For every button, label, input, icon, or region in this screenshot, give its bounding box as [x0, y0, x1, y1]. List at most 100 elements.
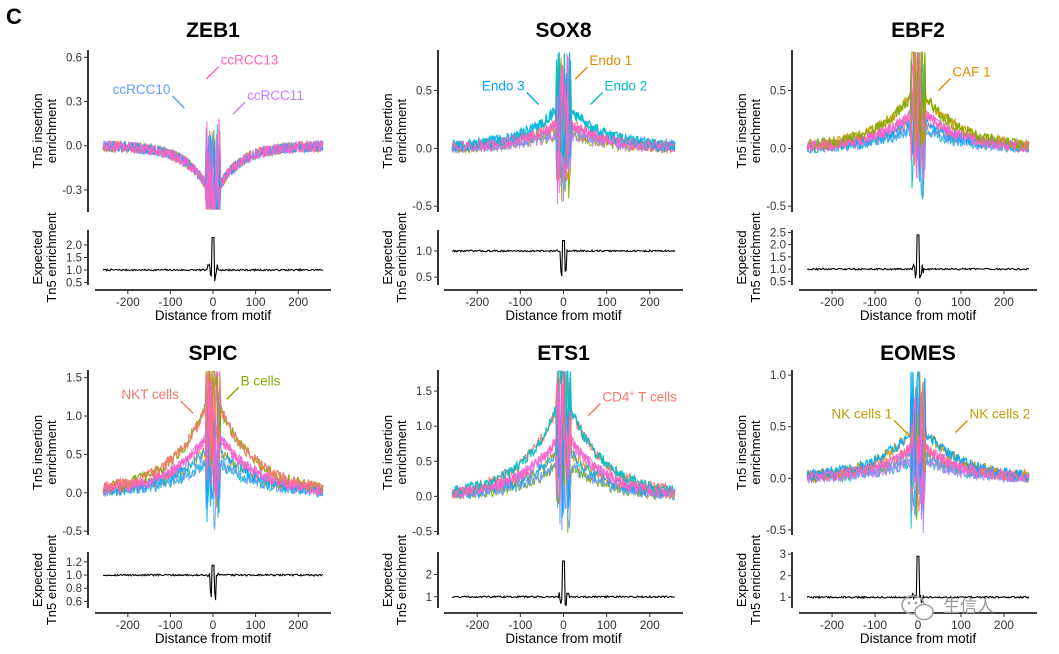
xtick-label: -200: [116, 618, 140, 632]
bottom-ytick-label: 1.2: [66, 557, 82, 569]
bottom-ytick-label: 0.6: [66, 596, 82, 608]
annotation-label: NK cells 1: [831, 406, 892, 421]
annotation-label: ccRCC10: [113, 82, 171, 97]
annotation-label: Endo 1: [589, 53, 632, 68]
annotation-leader: [574, 66, 588, 80]
top-y-axis-label: Tn5 insertionenrichment: [734, 93, 763, 168]
top-y-axis-label-line: Tn5 insertion: [380, 415, 395, 490]
xtick-label: -100: [158, 295, 182, 309]
bottom-ytick-label: 2.0: [66, 240, 82, 252]
xtick-label: -200: [116, 295, 140, 309]
xtick-label: 0: [210, 295, 217, 309]
bottom-ytick-label: 2: [426, 569, 432, 581]
top-y-axis-label-line: enrichment: [748, 98, 763, 163]
bottom-y-axis-label-line: Expected: [30, 230, 45, 284]
annotation-label: Endo 2: [604, 79, 647, 94]
top-series-group: [806, 51, 1030, 201]
bottom-ytick-label: 0.5: [770, 276, 786, 288]
annotation-leader: [226, 386, 240, 400]
bottom-y-axis-label-line: Tn5 enrichment: [748, 212, 763, 303]
xtick-label: -100: [863, 295, 887, 309]
xtick-label: -200: [820, 295, 844, 309]
chart-sox8: SOX8 -0.5 0.0 0.5 0.5 1.0 -200 -100 0 100 200 Dista…: [380, 19, 683, 323]
top-ytick-label: -0.3: [62, 185, 82, 197]
top-ytick-label: 1.0: [66, 411, 82, 423]
annotation-leader: [171, 95, 185, 109]
annotation-label: CAF 1: [952, 65, 990, 80]
top-ytick-label: 1.0: [770, 370, 786, 382]
bottom-y-axis-label: ExpectedTn5 enrichment: [734, 212, 763, 303]
chart-ets1: ETS1 -0.5 0.0 0.5 1.0 1.5 1 2 -200 -100 0 100 200 Dis…: [380, 342, 683, 646]
chart-title: SOX8: [535, 19, 591, 42]
bottom-y-axis-label: ExpectedTn5 enrichment: [380, 534, 409, 625]
chart-title: EOMES: [880, 342, 956, 365]
expected-enrichment-line: [806, 234, 1030, 279]
bottom-ytick-label: 1.5: [770, 252, 786, 264]
series-line: [451, 94, 676, 205]
top-y-axis-label-line: Tn5 insertion: [734, 93, 749, 168]
series-line: [806, 52, 1030, 179]
annotation-text: ccRCC10: [113, 82, 171, 97]
xtick-label: -200: [820, 618, 844, 632]
bottom-y-axis-label: ExpectedTn5 enrichment: [30, 534, 59, 625]
chart-title: EBF2: [891, 19, 945, 42]
panel-grid: ZEB1-0.30.00.30.60.51.01.52.0-200 -100 0 10…: [30, 19, 1037, 646]
bottom-y-axis-label-line: Expected: [734, 553, 749, 607]
bottom-ytick-label: 1.0: [66, 570, 82, 582]
bottom-ytick-label: 0.5: [416, 272, 432, 284]
top-ytick-label: 0.0: [66, 141, 82, 153]
top-ytick-label: -0.5: [62, 526, 82, 538]
annotation-leader: [206, 66, 220, 80]
bottom-y-axis-label-line: Expected: [30, 553, 45, 607]
x-axis-label: Distance from motif: [505, 631, 622, 646]
xtick-label: 100: [951, 295, 971, 309]
bottom-y-axis-label-line: Tn5 enrichment: [748, 534, 763, 625]
chart-spic: SPIC-0.50.00.51.01.50.60.81.01.2-200 -100…: [30, 342, 331, 646]
annotation-label: ccRCC13: [221, 53, 279, 68]
bottom-ytick-label: 1.5: [66, 253, 82, 265]
top-y-axis-label-line: Tn5 insertion: [734, 415, 749, 490]
x-axis-label: Distance from motif: [860, 308, 977, 323]
xtick-label: 200: [640, 295, 660, 309]
annotation-text: CAF 1: [952, 65, 990, 80]
top-series-group: [102, 370, 324, 530]
top-ytick-label: 0.5: [416, 86, 432, 98]
xtick-label: 200: [994, 295, 1014, 309]
bottom-y-axis-label: ExpectedTn5 enrichment: [734, 534, 763, 625]
chart-eomes: EOMES -0.5 0.0 0.5 1.0 1 2 3 -200 -100 0 100 200 Dist…: [734, 342, 1037, 646]
expected-enrichment-line: [452, 560, 675, 607]
bottom-ytick-label: 1.0: [66, 265, 82, 277]
top-ytick-label: -0.5: [412, 526, 432, 538]
top-y-axis-label: Tn5 insertionenrichment: [30, 93, 59, 168]
top-ytick-label: 0.0: [770, 143, 786, 155]
top-ytick-label: 0.0: [66, 488, 82, 500]
x-axis-label: Distance from motif: [155, 631, 272, 646]
top-y-axis-label: Tn5 insertionenrichment: [30, 415, 59, 490]
bottom-y-axis-label-line: Tn5 enrichment: [44, 534, 59, 625]
bottom-ytick-label: 3: [780, 549, 786, 561]
top-y-axis-label: Tn5 insertionenrichment: [380, 93, 409, 168]
top-series-group: [102, 118, 324, 210]
annotation-label: Endo 3: [482, 79, 525, 94]
xtick-label: -200: [465, 295, 489, 309]
bottom-y-axis-label: ExpectedTn5 enrichment: [380, 212, 409, 303]
annotation-text: CD4: [602, 390, 629, 405]
expected-enrichment-line: [451, 239, 676, 277]
top-ytick-label: 1.5: [66, 373, 82, 385]
bottom-y-axis-label-line: Tn5 enrichment: [44, 212, 59, 303]
xtick-label: 0: [915, 295, 922, 309]
bottom-ytick-label: 1.0: [416, 246, 432, 258]
series-line: [806, 371, 1030, 486]
chart-zeb1: ZEB1 -0.3 0.0 0.3 0.6 0.51.01.52.0 -200 -100 0 10…: [30, 19, 331, 323]
bottom-ytick-label: 1.0: [770, 264, 786, 276]
top-ytick-label: 1.5: [416, 386, 432, 398]
top-ytick-label: 0.0: [416, 491, 432, 503]
annotation-text: ccRCC11: [247, 88, 304, 103]
chart-title: SPIC: [188, 342, 237, 365]
xtick-label: 100: [246, 618, 266, 632]
annotation-sup: +: [629, 389, 634, 399]
bottom-ytick-label: 1: [780, 592, 786, 604]
annotation-text: NK cells 1: [831, 406, 892, 421]
series-line: [102, 118, 324, 210]
